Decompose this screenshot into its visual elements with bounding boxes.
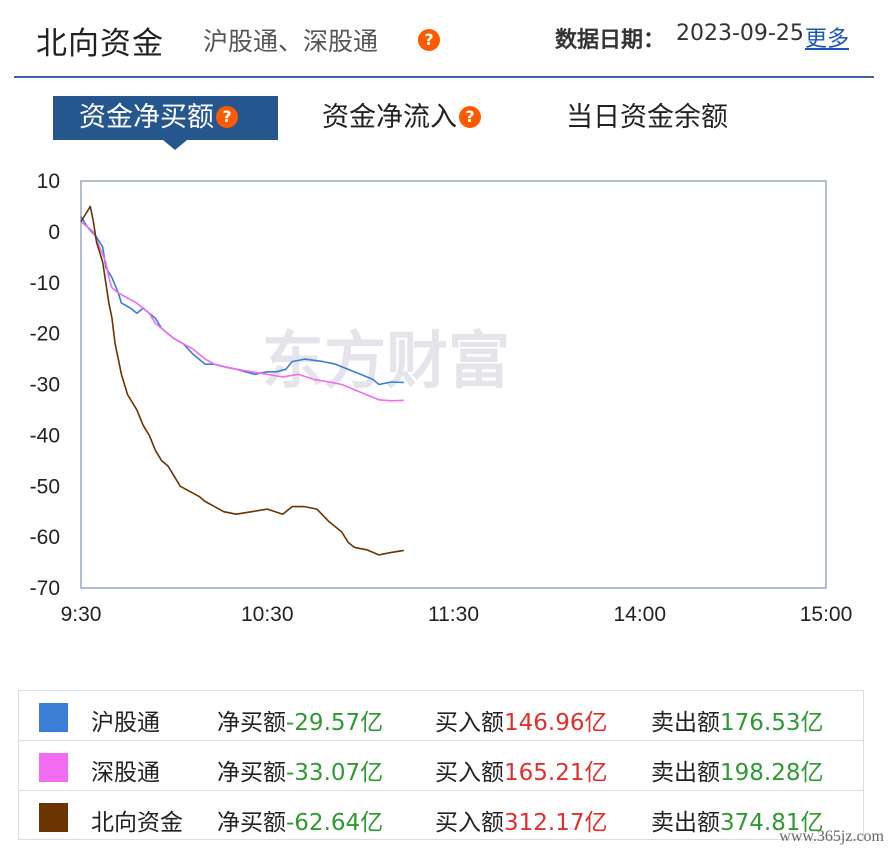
net-buy-cell: 净买额-33.07亿	[217, 753, 383, 787]
legend-swatch	[39, 753, 68, 782]
tab-net-buy[interactable]: 资金净买额?	[53, 96, 278, 150]
legend-row-north: 北向资金 净买额-62.64亿 买入额312.17亿 卖出额374.81亿	[19, 791, 863, 841]
watermark-text: 东方财富	[262, 324, 510, 397]
sell-value: 176.53亿	[720, 710, 824, 736]
x-tick-label: 11:30	[428, 603, 479, 626]
x-tick-label: 14:00	[613, 603, 666, 626]
x-tick-label: 15:00	[800, 603, 853, 626]
net-buy-label: 净买额	[217, 710, 286, 736]
series-line-2	[80, 205, 404, 556]
net-buy-label: 净买额	[217, 760, 286, 786]
series-line-0	[80, 216, 404, 386]
y-tick-label: -30	[30, 374, 60, 397]
site-watermark: www.365jz.com	[779, 828, 884, 845]
tab-net-buy-label: 资金净买额	[79, 102, 214, 133]
help-icon[interactable]: ?	[418, 29, 440, 51]
sell-label: 卖出额	[651, 760, 720, 786]
northbound-flow-chart: 东方财富 10 0 -10 -20 -30 -40 -50 -60 -709:30 10:30 11:…	[30, 170, 853, 626]
sell-cell: 卖出额374.81亿	[651, 803, 823, 837]
plot-frame	[80, 180, 827, 589]
y-tick-label: -10	[30, 272, 60, 295]
tab-net-inflow[interactable]: 资金净流入?	[322, 96, 481, 140]
net-buy-label: 净买额	[217, 810, 286, 836]
data-date: 2023-09-25	[676, 21, 804, 46]
tab-daily-balance[interactable]: 当日资金余额	[566, 96, 728, 140]
legend-row-sz: 深股通 净买额-33.07亿 买入额165.21亿 卖出额198.28亿	[19, 741, 863, 791]
net-buy-value: -62.64亿	[286, 810, 384, 836]
y-tick-label: -60	[30, 526, 60, 549]
sell-cell: 卖出额198.28亿	[651, 753, 823, 787]
sell-value: 198.28亿	[720, 760, 824, 786]
buy-value: 312.17亿	[504, 810, 608, 836]
buy-cell: 买入额165.21亿	[435, 753, 607, 787]
net-buy-value: -29.57亿	[286, 710, 384, 736]
buy-value: 146.96亿	[504, 710, 608, 736]
sell-cell: 卖出额176.53亿	[651, 703, 823, 737]
legend-name: 深股通	[91, 760, 160, 786]
sell-label: 卖出额	[651, 810, 720, 836]
x-tick-label: 10:30	[241, 603, 294, 626]
help-icon[interactable]: ?	[459, 105, 481, 128]
buy-value: 165.21亿	[504, 760, 608, 786]
y-tick-label: 10	[37, 170, 60, 193]
more-link[interactable]: 更多	[805, 27, 850, 52]
legend-swatch	[39, 803, 68, 832]
net-buy-cell: 净买额-29.57亿	[217, 703, 383, 737]
buy-label: 买入额	[435, 810, 504, 836]
header-divider	[14, 76, 874, 78]
date-label: 数据日期：	[555, 28, 666, 53]
buy-label: 买入额	[435, 760, 504, 786]
buy-cell: 买入额312.17亿	[435, 803, 607, 837]
legend-table: 沪股通 净买额-29.57亿 买入额146.96亿 卖出额176.53亿 深股通…	[18, 690, 864, 840]
buy-label: 买入额	[435, 710, 504, 736]
buy-cell: 买入额146.96亿	[435, 703, 607, 737]
page-subtitle: 沪股通、深股通	[203, 27, 379, 56]
net-buy-cell: 净买额-62.64亿	[217, 803, 383, 837]
page-title: 北向资金	[36, 26, 164, 62]
y-tick-label: -50	[30, 475, 60, 498]
legend-name: 北向资金	[91, 810, 183, 836]
header: 北向资金 沪股通、深股通 ? 数据日期： 2023-09-25 更多	[0, 0, 888, 78]
sell-label: 卖出额	[651, 710, 720, 736]
legend-name: 沪股通	[91, 710, 160, 736]
legend-swatch	[39, 703, 68, 732]
y-tick-label: 0	[48, 221, 60, 244]
x-tick-label: 9:30	[61, 603, 102, 626]
sell-value: 374.81亿	[720, 810, 824, 836]
tab-net-inflow-label: 资金净流入	[322, 102, 457, 133]
series-line-1	[80, 221, 404, 402]
tab-daily-balance-label: 当日资金余额	[566, 102, 728, 133]
legend-row-sh: 沪股通 净买额-29.57亿 买入额146.96亿 卖出额176.53亿	[19, 691, 863, 741]
help-icon[interactable]: ?	[216, 105, 238, 128]
net-buy-value: -33.07亿	[286, 760, 384, 786]
y-tick-label: -20	[30, 323, 60, 346]
y-tick-label: -40	[30, 424, 60, 447]
y-tick-label: -70	[30, 577, 60, 600]
